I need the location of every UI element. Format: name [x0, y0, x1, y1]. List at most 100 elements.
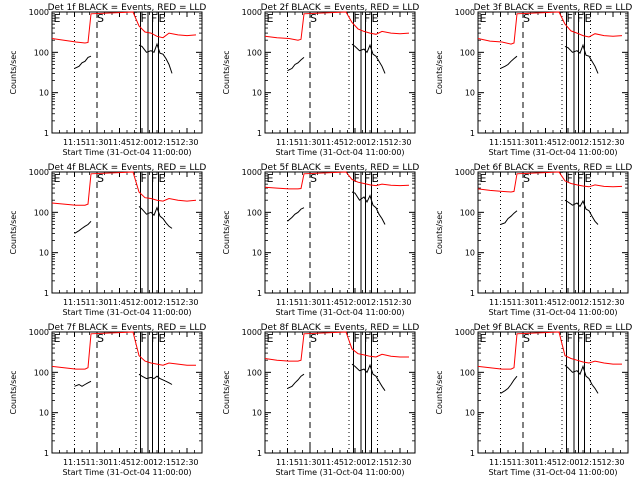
marker-label: F [354, 12, 360, 25]
y-tick-label: 1 [44, 289, 49, 298]
y-tick-label: 1 [470, 289, 475, 298]
marker-label: E [480, 332, 487, 345]
marker-label: E [372, 12, 379, 25]
x-tick-label: 12:00 [130, 458, 153, 467]
y-tick-label: 100 [34, 208, 49, 217]
marker-label: E [585, 12, 592, 25]
chart-title: Det 5f BLACK = Events, RED = LLD [261, 163, 420, 173]
events-series-line [500, 55, 518, 69]
x-axis-label: Start Time (31-Oct-04 11:00:00) [275, 468, 404, 477]
marker-label: E [159, 332, 166, 345]
x-tick-label: 11:30 [511, 298, 534, 307]
events-series-line [138, 373, 173, 385]
lld-series-line [51, 11, 197, 44]
y-tick-label: 10 [252, 249, 262, 258]
chart-title: Det 7f BLACK = Events, RED = LLD [48, 323, 207, 333]
marker-label: S [97, 12, 104, 25]
events-series-line [564, 43, 599, 74]
marker-label: E [54, 332, 61, 345]
x-axis-label: Start Time (31-Oct-04 11:00:00) [62, 308, 191, 317]
marker-label: E [159, 172, 166, 185]
x-tick-label: 12:00 [556, 298, 579, 307]
y-tick-label: 1000 [242, 328, 262, 337]
marker-label: S [310, 172, 317, 185]
x-tick-label: 11:45 [321, 138, 344, 147]
y-axis-label: Counts/sec [435, 370, 444, 414]
marker-label: F [577, 12, 583, 25]
x-tick-label: 11:15 [489, 458, 512, 467]
detector-panel-5: Det 5f BLACK = Events, RED = LLD 1 10 100 10… [213, 160, 426, 320]
marker-label: E [480, 172, 487, 185]
x-tick-label: 11:30 [298, 138, 321, 147]
marker-label: S [97, 332, 104, 345]
x-axis-label: Start Time (31-Oct-04 11:00:00) [488, 308, 617, 317]
x-axis-label: Start Time (31-Oct-04 11:00:00) [62, 148, 191, 157]
x-tick-label: 12:30 [175, 458, 198, 467]
chart-svg: Det 5f BLACK = Events, RED = LLD 1 10 100 10… [222, 163, 420, 317]
chart-svg: Det 9f BLACK = Events, RED = LLD 1 10 100 10… [435, 323, 632, 477]
events-series-line [138, 206, 173, 229]
x-tick-label: 11:30 [85, 138, 108, 147]
x-axis-label: Start Time (31-Oct-04 11:00:00) [62, 468, 191, 477]
x-tick-label: 12:30 [601, 138, 624, 147]
marker-label: F [567, 332, 573, 345]
x-tick-label: 11:30 [85, 458, 108, 467]
marker-label: F [354, 332, 360, 345]
y-tick-label: 1000 [242, 8, 262, 17]
y-axis-label: Counts/sec [222, 210, 231, 254]
marker-label: F [151, 12, 157, 25]
chart-title: Det 8f BLACK = Events, RED = LLD [261, 323, 420, 333]
x-axis-label: Start Time (31-Oct-04 11:00:00) [488, 468, 617, 477]
x-tick-label: 12:00 [343, 138, 366, 147]
lld-series-line [264, 331, 409, 362]
chart-title: Det 3f BLACK = Events, RED = LLD [474, 3, 633, 13]
x-axis-label: Start Time (31-Oct-04 11:00:00) [275, 148, 404, 157]
chart-svg: Det 1f BLACK = Events, RED = LLD 1 10 100 10… [9, 3, 207, 157]
chart-svg: Det 7f BLACK = Events, RED = LLD 1 10 100 10… [9, 323, 207, 477]
y-axis-label: Counts/sec [9, 50, 18, 94]
x-tick-label: 12:30 [388, 458, 411, 467]
x-tick-label: 11:45 [534, 138, 557, 147]
marker-label: F [577, 332, 583, 345]
x-tick-label: 11:15 [489, 138, 512, 147]
detector-panel-3: Det 3f BLACK = Events, RED = LLD 1 10 100 10… [426, 0, 639, 160]
y-tick-label: 1000 [29, 168, 49, 177]
marker-label: E [159, 12, 166, 25]
events-series-line [351, 43, 386, 74]
y-tick-label: 1 [470, 129, 475, 138]
x-tick-label: 12:00 [556, 458, 579, 467]
x-tick-label: 11:45 [108, 458, 131, 467]
x-tick-label: 11:15 [63, 458, 86, 467]
chart-title: Det 1f BLACK = Events, RED = LLD [48, 3, 207, 13]
marker-label: E [267, 12, 274, 25]
y-tick-label: 100 [460, 48, 475, 57]
y-tick-label: 100 [460, 208, 475, 217]
events-series-line [500, 210, 518, 225]
x-tick-label: 12:00 [343, 458, 366, 467]
y-tick-label: 1 [44, 449, 49, 458]
marker-label: F [141, 332, 147, 345]
x-tick-label: 11:45 [321, 298, 344, 307]
events-series-line [351, 191, 386, 225]
events-series-line [287, 57, 305, 72]
y-tick-label: 1000 [29, 8, 49, 17]
x-tick-label: 12:15 [366, 138, 389, 147]
detector-panel-6: Det 6f BLACK = Events, RED = LLD 1 10 100 10… [426, 160, 639, 320]
y-tick-label: 1000 [455, 8, 475, 17]
events-series-line [564, 199, 599, 225]
y-tick-label: 1000 [29, 328, 49, 337]
y-tick-label: 10 [39, 249, 49, 258]
marker-label: E [54, 172, 61, 185]
marker-label: F [364, 172, 370, 185]
marker-label: S [523, 332, 530, 345]
x-tick-label: 12:30 [175, 138, 198, 147]
events-series-line [287, 373, 305, 389]
x-tick-label: 11:15 [63, 138, 86, 147]
x-tick-label: 11:30 [511, 138, 534, 147]
x-tick-label: 12:30 [601, 298, 624, 307]
y-tick-label: 100 [34, 48, 49, 57]
events-series-line [138, 42, 173, 74]
events-series-line [500, 375, 518, 394]
marker-label: E [585, 332, 592, 345]
